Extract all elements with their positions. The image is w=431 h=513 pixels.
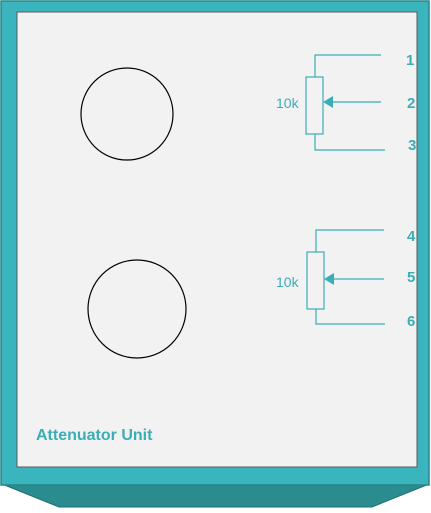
resistor-body-lower [306,251,325,310]
pin-label-5: 5 [407,269,415,286]
pin-label-3: 3 [408,137,416,154]
pin-label-6: 6 [407,313,415,330]
resistor-body-upper [305,76,324,135]
wiper-arrow-upper [323,96,333,108]
pin-label-1: 1 [406,52,414,69]
pin-label-4: 4 [407,228,416,245]
unit-title: Attenuator Unit [36,427,153,444]
resistor-value-lower: 10k [276,274,300,290]
wire-pin-4 [315,229,384,252]
lower-knob[interactable] [87,259,187,359]
pin-label-2: 2 [407,95,415,112]
upper-potentiometer [305,54,385,151]
upper-knob[interactable] [80,67,174,161]
lower-potentiometer [306,229,385,325]
wire-pin-3 [314,134,385,151]
front-panel [16,11,418,468]
wire-pin-1 [314,54,381,77]
wiper-arrow-lower [324,273,334,285]
unit-base [1,483,430,508]
wire-pin-6 [315,309,385,325]
resistor-value-upper: 10k [276,95,300,111]
